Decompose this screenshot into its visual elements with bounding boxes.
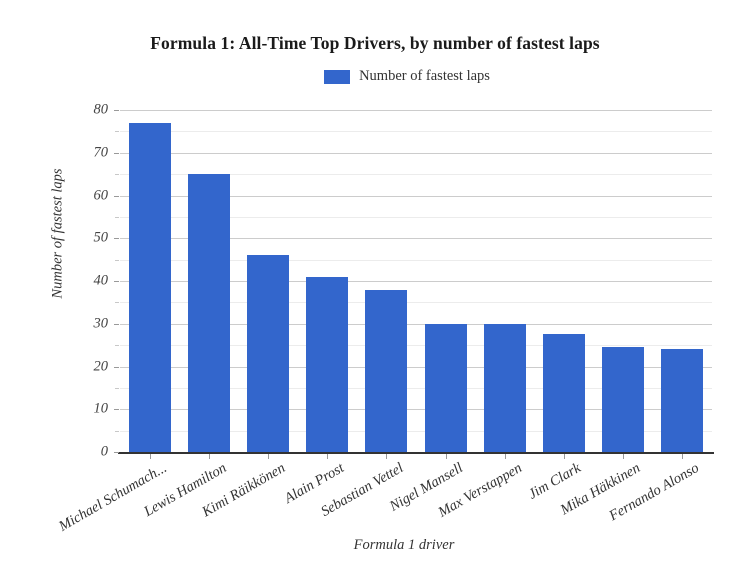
x-tick-mark [504,454,506,459]
gridline-major [120,152,712,154]
gridline-major [120,195,712,197]
gridline-major [120,281,712,282]
y-tick-major [114,323,119,325]
gridline-minor [120,387,712,389]
x-tick-mark [682,454,684,459]
bar[interactable] [365,289,408,452]
bar[interactable] [187,174,230,452]
y-tick-minor [115,259,119,261]
x-axis-title: Formula 1 driver [353,537,455,553]
x-tick-mark [623,454,625,459]
x-tick-mark [327,454,329,459]
y-tick-major [114,110,119,111]
y-tick-label: 30 [93,315,109,332]
gridline-major [120,409,712,411]
gridline-major [120,323,712,325]
y-tick-label: 20 [93,358,109,374]
y-tick-label: 10 [93,400,109,417]
x-tick-mark [564,454,565,459]
bar[interactable] [543,334,585,452]
y-tick-minor [115,131,119,133]
bar[interactable] [306,276,349,452]
y-tick-minor [115,174,119,176]
gridline-minor [120,302,712,304]
gridline-minor [120,345,712,347]
gridline-major [120,110,712,111]
y-tick-major [114,281,119,282]
gridline-minor [120,174,712,176]
plot-area [120,110,712,452]
legend-swatch-icon [324,69,351,84]
chart-title: Formula 1: All-Time Top Drivers, by numb… [150,33,600,53]
bar[interactable] [483,323,526,452]
legend-label: Number of fastest laps [359,68,490,84]
x-tick-mark [445,454,447,459]
gridline-minor [120,430,712,432]
y-tick-major [114,195,119,197]
gridline-minor [120,259,712,261]
gridline-minor [120,131,712,133]
gridline-major [120,238,712,240]
x-tick-mark [208,454,210,459]
y-tick-major [114,152,119,154]
y-tick-label: 80 [93,101,109,118]
gridline-major [120,366,712,368]
bar[interactable] [602,347,645,452]
x-axis-line [118,452,714,454]
chart-legend: Number of fastest laps [0,68,750,85]
y-axis-tick-labels: 0 10 20 30 40 50 60 70 80 [42,0,109,563]
x-tick-mark [149,454,151,459]
bar[interactable] [424,323,467,452]
y-tick-minor [115,302,119,304]
y-tick-minor [115,387,119,389]
y-tick-label: 70 [93,144,109,161]
y-tick-major [114,409,119,411]
bar[interactable] [661,349,704,452]
x-tick-label: Michael Schumach... [55,460,170,535]
y-tick-minor [115,430,119,432]
y-tick-minor [115,216,119,218]
y-tick-major [114,238,119,240]
y-tick-label: 40 [93,272,109,289]
bar[interactable] [128,122,171,452]
y-tick-major [114,452,119,453]
y-tick-label: 50 [93,229,109,246]
x-tick-mark [386,454,388,459]
y-tick-major [114,366,119,368]
y-tick-label: 0 [100,443,108,460]
y-tick-minor [115,345,119,347]
gridline-minor [120,216,712,218]
x-tick-mark [268,454,269,459]
bar[interactable] [247,255,289,452]
y-tick-label: 60 [93,187,109,203]
